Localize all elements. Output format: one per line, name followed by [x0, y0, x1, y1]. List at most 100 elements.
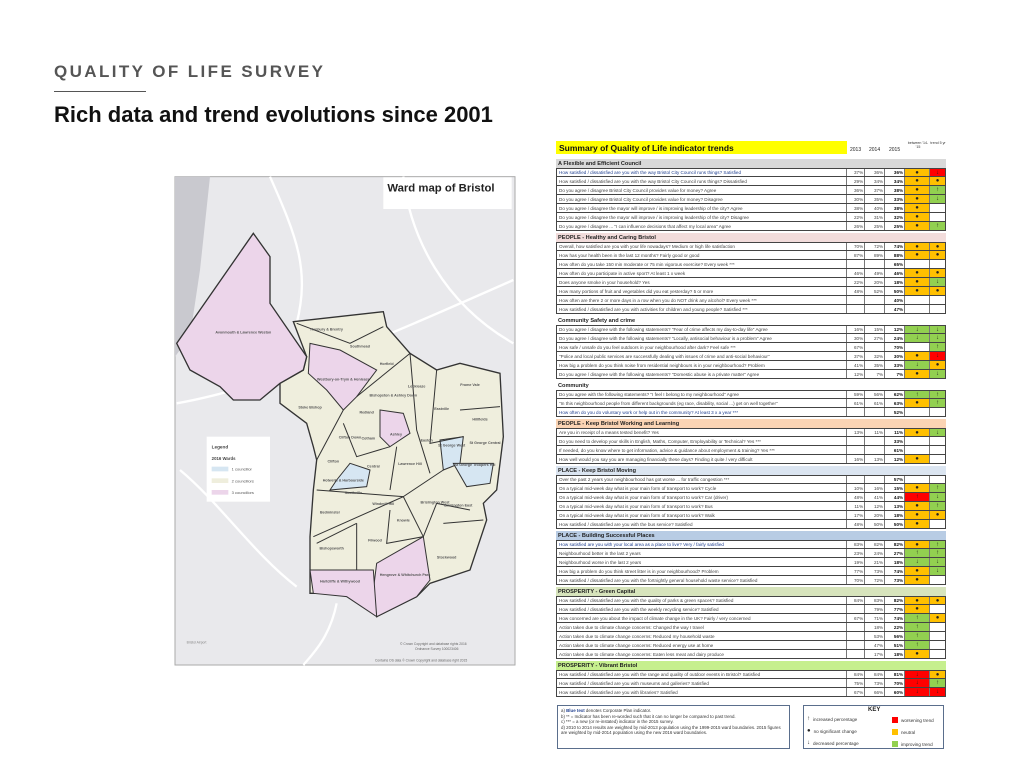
value-2014: 56% [865, 391, 886, 398]
table-row: Action taken due to climate change conce… [556, 623, 946, 632]
dot-icon: ● [807, 728, 811, 734]
value-2015: 13% [885, 502, 906, 510]
between-trend-cell: ↓ [905, 688, 931, 696]
table-body: A Flexible and Efficient Council How sati… [556, 159, 946, 697]
value-2015: 38% [885, 186, 906, 194]
indicator-question: How concerned are you about the impact o… [557, 614, 848, 622]
up-arrow-icon: ↑ [936, 680, 939, 686]
indicator-question: On a typical mid-week day what is your m… [557, 502, 848, 510]
five-year-trend-cell: ● [930, 361, 945, 369]
between-trend-cell: ● [905, 502, 931, 510]
between-trend-cell: ↑ [905, 493, 931, 501]
value-2013: 29% [847, 177, 866, 185]
between-trend-cell: ● [905, 484, 931, 492]
indicator-question: How often do you do voluntary work or he… [557, 408, 848, 416]
value-2015: 74% [885, 614, 906, 622]
ward-label: Brislington East [444, 504, 473, 508]
table-row: How often do you take 150 min moderate o… [556, 260, 946, 269]
between-trend-cell: ↑ [905, 391, 931, 398]
five-year-trend-cell [930, 476, 945, 483]
table-row: Do you agree / disagree with the followi… [556, 334, 946, 343]
indicator-question: How many portions of fruit and vegetable… [557, 287, 848, 295]
value-2015: 52% [885, 408, 906, 416]
value-2013 [847, 305, 866, 313]
indicator-question: Do you agree / disagree Bristol City Cou… [557, 186, 848, 194]
between-trend-cell [905, 305, 931, 313]
value-2015: 47% [885, 305, 906, 313]
value-2014 [865, 437, 886, 445]
value-2014: 89% [865, 251, 886, 259]
value-2014: 37% [865, 186, 886, 194]
dot-icon: ● [915, 651, 919, 657]
between-trend-cell: ● [905, 287, 931, 295]
dot-icon: ● [915, 288, 919, 294]
ward-label: Lawrence Hill [398, 462, 422, 466]
indicator-question: Action taken due to climate change conce… [557, 632, 848, 640]
indicator-question: "Police and local public services are su… [557, 352, 848, 360]
five-year-trend-cell: ↓ [930, 278, 945, 286]
five-year-trend-cell: ↓ [930, 688, 945, 696]
value-2013: 75% [847, 679, 866, 687]
between-trend-cell: ● [905, 243, 931, 250]
value-2015: 22% [885, 623, 906, 631]
legend-subtitle: 2016 Wards [212, 456, 236, 461]
between-trend-cell: ● [905, 251, 931, 259]
legend-label-2: 2 councillors [232, 478, 254, 483]
value-2014: 31% [865, 213, 886, 221]
five-year-trend-cell: ↑ [930, 679, 945, 687]
between-trend-cell: ↓ [905, 679, 931, 687]
five-year-trend-cell [930, 446, 945, 454]
indicator-question: How satisfied / dissatisfied are you wit… [557, 671, 848, 678]
down-arrow-icon: ↓ [936, 353, 939, 359]
value-2015: 65% [885, 260, 906, 268]
indicator-question: Do you agree / disagree with the followi… [557, 370, 848, 378]
ward-label: St George West [438, 444, 466, 448]
table-row: Do you need to develop your skills in En… [556, 437, 946, 446]
between-trend-cell: ↓ [905, 671, 931, 678]
value-2014: 82% [865, 541, 886, 548]
table-row: How often do you do voluntary work or he… [556, 408, 946, 417]
value-2014: 35% [865, 195, 886, 203]
between-trend-cell: ● [905, 352, 931, 360]
value-2014: 21% [865, 558, 886, 566]
five-year-trend-cell: ↓ [930, 429, 945, 436]
five-year-trend-cell: ↑ [930, 391, 945, 398]
up-arrow-icon: ↑ [936, 391, 939, 398]
ward-label: Hillfields [472, 418, 487, 422]
section-header: PEOPLE - Healthy and Caring Bristol [556, 233, 946, 242]
up-arrow-icon: ↑ [915, 550, 919, 556]
indicator-question: Do you agree / disagree the mayor will i… [557, 213, 848, 221]
slide-kicker: QUALITY OF LIFE SURVEY [54, 62, 326, 81]
dot-icon: ● [915, 577, 919, 583]
dot-icon: ● [915, 270, 919, 276]
value-2014: 27% [865, 334, 886, 342]
five-year-trend-cell: ↓ [930, 352, 945, 360]
value-2015: 74% [885, 243, 906, 250]
five-year-trend-cell: ↑ [930, 186, 945, 194]
airport-label: Bristol Airport [187, 640, 207, 644]
value-2013: 16% [847, 455, 866, 463]
table-row: How satisfied / dissatisfied are you wit… [556, 520, 946, 529]
dot-icon: ● [935, 252, 940, 258]
note-a: a) Blue text denotes Corporate Plan indi… [561, 708, 652, 713]
ward-label: Central [367, 464, 380, 468]
section-header: A Flexible and Efficient Council [556, 159, 946, 168]
indicator-question: Action taken due to climate change conce… [557, 623, 848, 631]
value-2015: 74% [885, 567, 906, 575]
ward-ashley [379, 409, 411, 448]
down-arrow-icon: ↓ [915, 689, 919, 695]
value-2013: 19% [847, 558, 866, 566]
indicator-question: Do you agree / disagree with the followi… [557, 326, 848, 333]
down-arrow-icon: ↓ [915, 362, 919, 368]
value-2013 [847, 476, 866, 483]
five-year-trend-cell [930, 650, 945, 658]
value-2013: 37% [847, 169, 866, 176]
down-arrow-icon: ↓ [936, 196, 939, 202]
table-row: On a typical mid-week day what is your m… [556, 484, 946, 493]
table-row: Do you agree / disagree the mayor will i… [556, 204, 946, 213]
value-2015: 33% [885, 437, 906, 445]
key-box: KEY ↑ increased percentage ● no significan… [803, 705, 944, 749]
value-2013: 46% [847, 269, 866, 277]
between-trend-cell: ↑ [905, 549, 931, 557]
table-row: Are you in receipt of a means tested ben… [556, 428, 946, 437]
